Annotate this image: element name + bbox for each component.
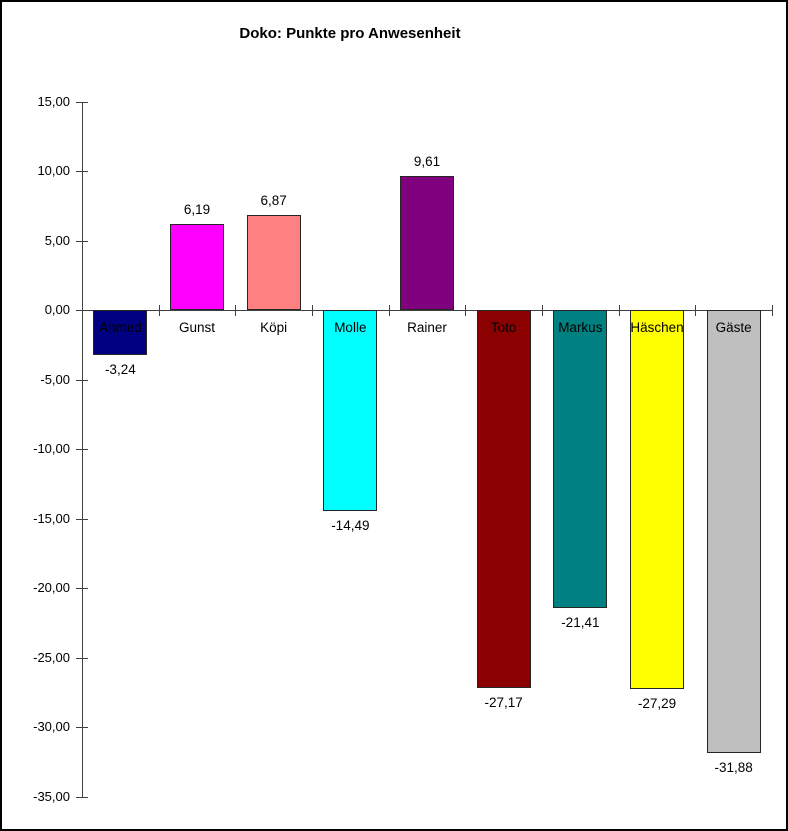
y-axis-tick-label: -30,00 [33, 719, 70, 734]
y-axis-tick [76, 518, 88, 520]
value-label: -31,88 [714, 760, 753, 776]
x-axis-tick [82, 305, 83, 316]
value-label: -21,41 [561, 614, 600, 630]
bar-gunst [170, 223, 224, 310]
category-label: Toto [490, 320, 517, 335]
value-label: -14,49 [331, 518, 370, 534]
x-axis-tick [158, 305, 160, 316]
y-axis-tick-label: -25,00 [33, 649, 70, 665]
bar-rainer [400, 176, 454, 310]
category-label: Ahmed [98, 320, 142, 335]
bar-ahmed [93, 310, 148, 356]
bar-markus [553, 310, 608, 608]
category-label: Gunst [178, 320, 215, 335]
y-axis-tick-label: 0,00 [44, 302, 70, 317]
bar-molle [323, 310, 378, 512]
value-label: 6,87 [260, 192, 287, 208]
value-label: -27,29 [637, 696, 677, 712]
y-axis-tick [76, 240, 88, 242]
x-axis-tick [235, 305, 237, 316]
value-label: 9,61 [413, 154, 441, 170]
x-axis-tick [388, 305, 390, 316]
y-axis-tick [76, 449, 88, 450]
category-label: Molle [334, 320, 367, 335]
y-axis-tick-label: 10,00 [37, 163, 70, 178]
bar-toto [476, 310, 531, 688]
y-axis-tick [76, 727, 88, 728]
value-label: -3,24 [104, 362, 136, 378]
bar-g-ste [706, 310, 761, 754]
category-label: Markus [558, 320, 603, 335]
x-axis-line [82, 310, 772, 311]
value-label: -27,17 [484, 694, 523, 710]
category-label: Köpi [260, 320, 288, 335]
value-label: 6,19 [183, 201, 211, 217]
y-axis-tick-label: -20,00 [33, 580, 70, 595]
y-axis-tick [76, 796, 88, 798]
y-axis-tick [76, 101, 88, 103]
y-axis-tick-label: -35,00 [33, 788, 70, 804]
y-axis-tick-label: -5,00 [40, 371, 70, 387]
y-axis-tick-label: 5,00 [44, 232, 70, 248]
y-axis-tick-label: -15,00 [33, 510, 70, 526]
y-axis-tick-label: -10,00 [33, 441, 70, 456]
x-axis-tick [465, 305, 467, 316]
x-axis-tick [542, 305, 543, 316]
y-axis-tick [76, 657, 88, 659]
x-axis-tick [618, 305, 620, 316]
y-axis-tick [76, 379, 88, 381]
y-axis-tick [76, 171, 88, 172]
x-axis-tick [695, 305, 697, 316]
y-axis-tick [76, 588, 88, 589]
category-label: Gäste [715, 320, 752, 335]
chart-title: Doko: Punkte pro Anwesenheit [239, 25, 461, 42]
bar-h-schen [630, 310, 684, 690]
category-label: Rainer [407, 320, 447, 335]
category-label: Häschen [630, 320, 684, 335]
x-axis-tick [772, 305, 773, 316]
x-axis-tick [312, 305, 313, 316]
y-axis-tick-label: 15,00 [37, 93, 70, 109]
bar-k-pi [246, 214, 301, 310]
